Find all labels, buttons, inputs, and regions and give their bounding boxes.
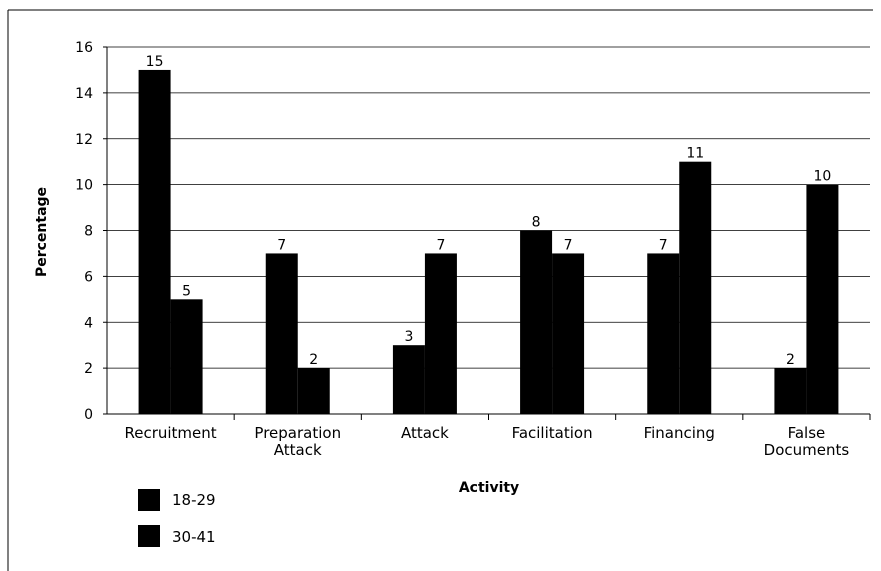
bar-1-0 (265, 253, 298, 414)
bar-3-1 (552, 253, 585, 414)
legend-swatch-18-29 (138, 489, 160, 511)
axes (103, 46, 871, 420)
data-label-5-0: 2 (786, 352, 795, 368)
y-tick-label-4: 4 (84, 315, 93, 331)
legend-label-18-29: 18-29 (172, 491, 216, 509)
legend-swatch-30-41 (138, 525, 160, 547)
grid-lines (107, 46, 870, 415)
bar-0-0 (138, 69, 171, 414)
data-label-3-1: 7 (564, 237, 573, 253)
bar-1-1 (297, 368, 330, 414)
y-tick-label-0: 0 (84, 407, 93, 423)
legend: 18-29 30-41 (138, 489, 216, 547)
category-label-1-0: Preparation (254, 424, 341, 442)
data-label-4-1: 11 (686, 146, 704, 162)
data-label-2-1: 7 (436, 237, 445, 253)
bar-4-1 (679, 161, 712, 414)
y-axis-title: Percentage (34, 187, 50, 277)
bar-2-0 (392, 345, 425, 414)
bar-5-0 (774, 368, 807, 414)
bar-5-1 (806, 184, 839, 414)
data-label-3-0: 8 (532, 215, 541, 231)
category-label-0-0: Recruitment (124, 424, 216, 442)
legend-label-30-41: 30-41 (172, 528, 216, 546)
data-label-1-1: 2 (309, 352, 318, 368)
y-tick-label-10: 10 (75, 178, 93, 194)
data-label-1-0: 7 (277, 237, 286, 253)
data-label-0-0: 15 (146, 54, 164, 70)
bar-4-0 (647, 253, 680, 414)
y-tick-label-16: 16 (75, 40, 93, 56)
bar-2-1 (424, 253, 457, 414)
y-tick-label-12: 12 (75, 132, 93, 148)
y-tick-label-2: 2 (84, 361, 93, 377)
y-tick-label-8: 8 (84, 224, 93, 240)
y-tick-labels: 0 2 4 6 8 10 12 14 16 (75, 40, 93, 423)
category-label-3-0: Facilitation (512, 424, 593, 442)
data-label-5-1: 10 (814, 169, 832, 185)
x-axis-title: Activity (459, 480, 519, 496)
data-label-0-1: 5 (182, 283, 191, 299)
data-label-2-0: 3 (404, 329, 413, 345)
data-labels: 15 5 7 2 3 7 8 7 7 11 2 10 (146, 54, 832, 368)
y-tick-label-6: 6 (84, 269, 93, 285)
category-label-1-1: Attack (274, 441, 322, 459)
bars (138, 69, 839, 414)
category-label-5-0: False (788, 424, 826, 442)
category-label-2-0: Attack (401, 424, 449, 442)
category-label-5-1: Documents (764, 441, 850, 459)
category-label-4-0: Financing (644, 424, 715, 442)
bar-3-0 (520, 230, 553, 414)
y-tick-label-14: 14 (75, 86, 93, 102)
data-label-4-0: 7 (659, 237, 668, 253)
bar-0-1 (170, 299, 203, 414)
